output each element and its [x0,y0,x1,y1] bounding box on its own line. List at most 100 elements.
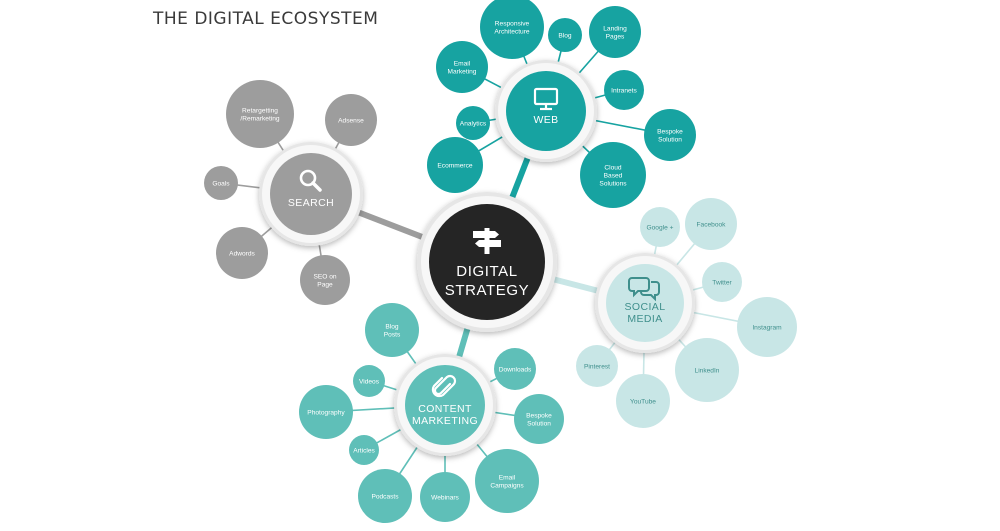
leaf-label: Blog [385,323,399,330]
leaf-label: LinkedIn [695,367,720,374]
center-label: STRATEGY [445,282,530,299]
leaf-circle [325,94,377,146]
web-leaf-intranets: Intranets [604,70,644,110]
leaf-circle [702,262,742,302]
leaf-label: Posts [384,331,401,338]
search-leaf-retargetting-remarketing: Retargetting/Remarketing [226,80,294,148]
leaf-circle [589,6,641,58]
leaf-label: SEO on [313,273,336,280]
leaf-circle [480,0,544,59]
leaf-circle [737,297,797,357]
hub-label: MARKETING [412,415,478,427]
leaf-circle [204,166,238,200]
leaf-label: Blog [558,32,572,39]
leaf-circle [420,472,470,522]
social-leaf-facebook: Facebook [685,198,737,250]
leaf-label: Downloads [499,366,532,373]
leaf-label: Solutions [599,180,627,187]
hub-label: WEB [533,114,558,126]
leaf-label: Webinars [431,494,459,501]
leaf-label: Intranets [611,87,637,94]
hub-circle [606,264,684,342]
search-leaf-adsense: Adsense [325,94,377,146]
content-leaf-photography: Photography [299,385,353,439]
leaf-circle [604,70,644,110]
leaf-circle [644,109,696,161]
social-leaf-google: Google + [640,207,680,247]
leaf-label: Ecommerce [437,162,473,169]
leaf-label: Goals [212,180,230,187]
monitor-icon [533,87,559,111]
web-leaf-blog: Blog [548,18,582,52]
search-leaf-adwords: Adwords [216,227,268,279]
leaf-label: Solution [527,420,551,427]
social-leaf-twitter: Twitter [702,262,742,302]
leaf-label: Landing [603,25,627,32]
leaf-label: Solution [658,136,682,143]
search-hub: SEARCH [259,142,363,246]
leaf-circle [226,80,294,148]
leaf-circle [576,345,618,387]
center-label: DIGITAL [456,263,517,280]
content-leaf-articles: Articles [349,435,379,465]
web-leaf-ecommerce: Ecommerce [427,137,483,193]
center-hub: DIGITAL STRATEGY [417,192,557,332]
leaf-label: Articles [353,447,375,454]
center-circle [429,204,545,320]
hub-circle [270,153,352,235]
leaf-circle [580,142,646,208]
leaf-label: Bespoke [526,412,552,419]
leaf-label: Email [499,474,516,481]
leaf-circle [675,338,739,402]
hub-circle [506,71,586,151]
leaf-label: Retargetting [242,107,278,114]
social-leaf-linkedin: LinkedIn [675,338,739,402]
hub-label: SEARCH [288,197,334,209]
leaf-circle [300,255,350,305]
leaf-label: Based [604,172,623,179]
leaf-label: Campaigns [490,482,524,489]
diagram-title: THE DIGITAL ECOSYSTEM [153,9,379,29]
leaf-label: Architecture [494,28,530,35]
leaf-label: Bespoke [657,128,683,135]
leaf-label: Facebook [697,221,727,228]
leaf-label: Responsive [495,20,530,27]
leaf-circle [353,365,385,397]
leaf-label: Videos [359,378,380,385]
leaf-circle [685,198,737,250]
paperclip-icon [431,374,457,398]
leaf-circle [616,374,670,428]
leaf-circle [436,41,488,93]
signpost-icon [473,228,501,254]
content-leaf-webinars: Webinars [420,472,470,522]
leaf-label: Cloud [604,164,622,171]
leaf-label: Marketing [448,68,477,75]
leaf-label: Adwords [229,250,255,257]
leaf-circle [349,435,379,465]
leaf-circle [514,394,564,444]
leaf-circle [548,18,582,52]
leaf-label: Pages [606,33,625,40]
search-leaf-goals: Goals [204,166,238,200]
leaf-label: Instagram [752,324,782,331]
hub-label: CONTENT [418,403,472,415]
web-leaf-analytics: Analytics [456,106,490,140]
leaf-circle [358,469,412,523]
leaf-label: YouTube [630,398,656,405]
leaf-label: Page [317,281,333,288]
leaf-label: Google + [647,224,674,231]
chat-bubbles-icon [628,277,660,302]
hub-label: SOCIAL [625,301,666,313]
social-leaf-youtube: YouTube [616,374,670,428]
leaf-circle [475,449,539,513]
leaf-circle [299,385,353,439]
magnifier-icon [299,169,322,192]
